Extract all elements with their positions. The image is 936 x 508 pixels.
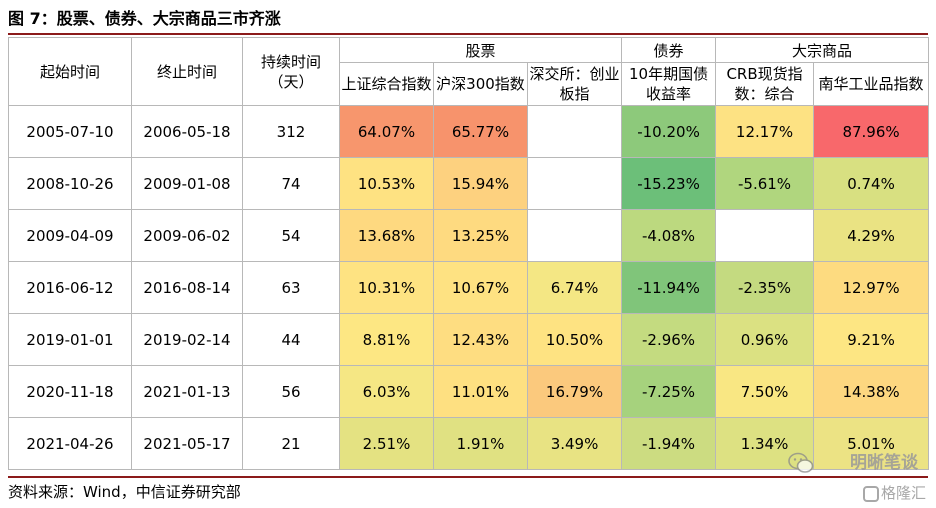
cell-value: -5.61% [715,157,815,210]
cell-value: 3.49% [526,417,623,470]
cell-days: 312 [242,105,340,158]
cell-value: 12.97% [813,261,930,314]
cell-start: 2016-06-12 [8,261,132,314]
cell-value: 10.50% [526,313,623,366]
header-days-label: 持续时间（天） [260,52,321,91]
table-row: 2021-04-26 2021-05-17 21 2.51% 1.91% 3.49% -1.… [8,417,930,470]
cell-value: 2.51% [339,417,434,470]
header-col-2: 深交所：创业板指 [526,62,623,106]
source-note: 资料来源：Wind，中信证券研究部 [8,483,241,501]
cell-value: 9.21% [813,313,930,366]
table-row: 2005-07-10 2006-05-18 312 64.07% 65.77% -10.2… [8,105,930,158]
cell-start: 2005-07-10 [8,105,132,158]
cell-end: 2009-01-08 [131,157,243,210]
cell-value: -1.94% [621,417,717,470]
header-stocks: 股票 [338,37,623,63]
cell-value: 1.91% [433,417,528,470]
cell-value: 6.74% [526,261,623,314]
cell-start: 2008-10-26 [8,157,132,210]
figure-title: 图 7：股票、债券、大宗商品三市齐涨 [8,9,281,28]
cell-value: 10.53% [339,157,434,210]
cell-value: -11.94% [621,261,717,314]
cell-start: 2021-04-26 [8,417,132,470]
cell-value: 12.43% [433,313,528,366]
header-col-5: 南华工业品指数 [813,62,930,106]
cell-value [526,105,623,158]
cell-value: 7.50% [715,365,815,418]
table-row: 2009-04-09 2009-06-02 54 13.68% 13.25% -4.08%… [8,209,930,262]
header-col-4: CRB现货指数：综合 [715,62,815,106]
cell-end: 2021-01-13 [131,365,243,418]
cell-value: -2.96% [621,313,717,366]
header-start: 起始时间 [8,37,132,106]
cell-value: 12.17% [715,105,815,158]
cell-value: 13.68% [339,209,434,262]
cell-value: 6.03% [339,365,434,418]
cell-days: 63 [242,261,340,314]
gelonghui-logo-text: 格隆汇 [880,484,926,502]
cell-days: 44 [242,313,340,366]
cell-value: 15.94% [433,157,528,210]
cell-start: 2009-04-09 [8,209,132,262]
cell-value: -7.25% [621,365,717,418]
cell-end: 2019-02-14 [131,313,243,366]
cell-value: 1.34% [715,417,815,470]
table-row: 2020-11-18 2021-01-13 56 6.03% 11.01% 16.79% -… [8,365,930,418]
wechat-icon [788,452,814,473]
cell-days: 54 [242,209,340,262]
cell-days: 56 [242,365,340,418]
header-col-3: 10年期国债收益率 [621,62,717,106]
cell-value: 11.01% [433,365,528,418]
cell-value: 14.38% [813,365,930,418]
cell-value: 10.67% [433,261,528,314]
cell-value [526,157,623,210]
cell-end: 2016-08-14 [131,261,243,314]
cell-value: 4.29% [813,209,930,262]
header-commodities: 大宗商品 [715,37,930,63]
cell-end: 2021-05-17 [131,417,243,470]
header-col-0: 上证综合指数 [339,62,434,106]
top-rule [8,33,928,35]
header-days: 持续时间（天） [242,37,340,106]
table-row: 2016-06-12 2016-08-14 63 10.31% 10.67% 6.74% -… [8,261,930,314]
cell-days: 74 [242,157,340,210]
header-col-1: 沪深300指数 [433,62,528,106]
cell-value: 16.79% [526,365,623,418]
cell-value: 8.81% [339,313,434,366]
table-row: 2019-01-01 2019-02-14 44 8.81% 12.43% 10.50% -… [8,313,930,366]
bottom-rule [8,476,928,478]
cell-start: 2019-01-01 [8,313,132,366]
cell-value: 10.31% [339,261,434,314]
cell-end: 2006-05-18 [131,105,243,158]
cell-value: 65.77% [433,105,528,158]
cell-value: 0.74% [813,157,930,210]
cell-end: 2009-06-02 [131,209,243,262]
cell-value: 64.07% [339,105,434,158]
cell-value: -4.08% [621,209,717,262]
cell-value: 5.01% [813,417,930,470]
data-table: 起始时间 终止时间 持续时间（天） 股票 债券 大宗商品 上证综合指数 沪深300… [8,37,930,470]
header-end: 终止时间 [131,37,243,106]
cell-value: 13.25% [433,209,528,262]
cell-days: 21 [242,417,340,470]
cell-value [526,209,623,262]
cell-value: -10.20% [621,105,717,158]
gelonghui-logo-mark [862,486,879,502]
gelonghui-logo: 格隆汇 [862,482,926,504]
cell-start: 2020-11-18 [8,365,132,418]
cell-value: -15.23% [621,157,717,210]
cell-value: 0.96% [715,313,815,366]
cell-value: 87.96% [813,105,930,158]
watermark-text: 明晰笔谈 [850,453,918,473]
table-row: 2008-10-26 2009-01-08 74 10.53% 15.94% -15.23… [8,157,930,210]
cell-value: -2.35% [715,261,815,314]
cell-value [715,209,815,262]
header-bonds: 债券 [621,37,717,63]
